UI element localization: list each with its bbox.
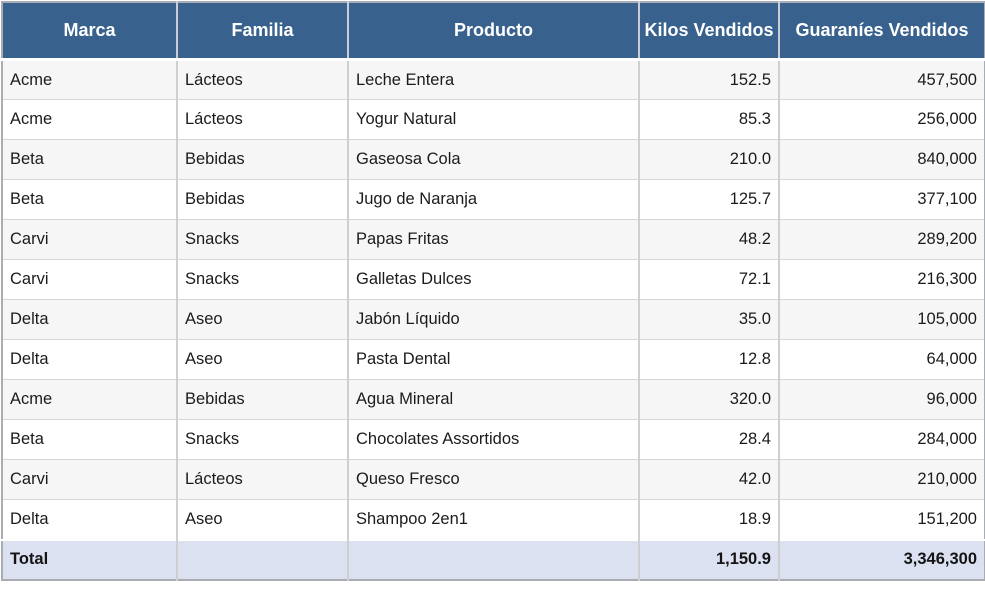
cell-empty — [348, 538, 640, 580]
cell-producto: Agua Mineral — [348, 379, 640, 420]
column-header-marca: Marca — [2, 2, 178, 61]
table-row: Beta Bebidas Gaseosa Cola 210.0 840,000 — [2, 139, 985, 180]
cell-marca: Acme — [2, 59, 178, 100]
cell-familia: Snacks — [177, 219, 349, 260]
cell-marca: Delta — [2, 339, 178, 380]
cell-kilos: 72.1 — [639, 259, 780, 300]
table-row: Carvi Snacks Papas Fritas 48.2 289,200 — [2, 219, 985, 260]
cell-kilos: 48.2 — [639, 219, 780, 260]
table-row: Carvi Lácteos Queso Fresco 42.0 210,000 — [2, 459, 985, 500]
cell-kilos: 28.4 — [639, 419, 780, 460]
column-header-guaranies-vendidos: Guaraníes Vendidos — [779, 2, 985, 61]
cell-producto: Chocolates Assortidos — [348, 419, 640, 460]
total-guaranies: 3,346,300 — [779, 538, 985, 580]
table-header: Marca Familia Producto Kilos Vendidos Gu… — [2, 2, 985, 61]
cell-familia: Aseo — [177, 339, 349, 380]
cell-producto: Queso Fresco — [348, 459, 640, 500]
cell-kilos: 12.8 — [639, 339, 780, 380]
table-row: Delta Aseo Jabón Líquido 35.0 105,000 — [2, 299, 985, 340]
total-row: Total 1,150.9 3,346,300 — [2, 538, 985, 580]
cell-marca: Acme — [2, 379, 178, 420]
cell-guaranies: 96,000 — [779, 379, 985, 420]
cell-marca: Carvi — [2, 219, 178, 260]
cell-producto: Shampoo 2en1 — [348, 499, 640, 540]
cell-guaranies: 284,000 — [779, 419, 985, 460]
cell-familia: Lácteos — [177, 59, 349, 100]
cell-kilos: 125.7 — [639, 179, 780, 220]
table-body: Acme Lácteos Leche Entera 152.5 457,500 … — [2, 59, 985, 540]
cell-marca: Beta — [2, 139, 178, 180]
cell-familia: Snacks — [177, 419, 349, 460]
cell-familia: Aseo — [177, 299, 349, 340]
cell-guaranies: 840,000 — [779, 139, 985, 180]
cell-familia: Bebidas — [177, 139, 349, 180]
cell-kilos: 320.0 — [639, 379, 780, 420]
cell-guaranies: 105,000 — [779, 299, 985, 340]
cell-kilos: 85.3 — [639, 99, 780, 140]
table-row: Acme Lácteos Leche Entera 152.5 457,500 — [2, 59, 985, 100]
total-label: Total — [2, 538, 178, 580]
table-row: Beta Snacks Chocolates Assortidos 28.4 2… — [2, 419, 985, 460]
cell-guaranies: 151,200 — [779, 499, 985, 540]
cell-empty — [177, 538, 349, 580]
table-footer: Total 1,150.9 3,346,300 — [2, 538, 985, 580]
cell-marca: Beta — [2, 419, 178, 460]
table-row: Delta Aseo Pasta Dental 12.8 64,000 — [2, 339, 985, 380]
cell-marca: Delta — [2, 499, 178, 540]
cell-familia: Bebidas — [177, 179, 349, 220]
cell-kilos: 35.0 — [639, 299, 780, 340]
cell-marca: Carvi — [2, 459, 178, 500]
cell-kilos: 18.9 — [639, 499, 780, 540]
cell-kilos: 42.0 — [639, 459, 780, 500]
cell-producto: Jabón Líquido — [348, 299, 640, 340]
cell-familia: Bebidas — [177, 379, 349, 420]
cell-guaranies: 210,000 — [779, 459, 985, 500]
table-row: Delta Aseo Shampoo 2en1 18.9 151,200 — [2, 499, 985, 540]
cell-producto: Galletas Dulces — [348, 259, 640, 300]
cell-familia: Lácteos — [177, 99, 349, 140]
cell-kilos: 210.0 — [639, 139, 780, 180]
cell-guaranies: 377,100 — [779, 179, 985, 220]
cell-marca: Carvi — [2, 259, 178, 300]
table-row: Acme Lácteos Yogur Natural 85.3 256,000 — [2, 99, 985, 140]
cell-producto: Leche Entera — [348, 59, 640, 100]
column-header-producto: Producto — [348, 2, 640, 61]
cell-marca: Beta — [2, 179, 178, 220]
cell-marca: Acme — [2, 99, 178, 140]
table-row: Carvi Snacks Galletas Dulces 72.1 216,30… — [2, 259, 985, 300]
cell-guaranies: 289,200 — [779, 219, 985, 260]
cell-marca: Delta — [2, 299, 178, 340]
cell-familia: Snacks — [177, 259, 349, 300]
cell-producto: Jugo de Naranja — [348, 179, 640, 220]
cell-familia: Lácteos — [177, 459, 349, 500]
cell-guaranies: 457,500 — [779, 59, 985, 100]
cell-guaranies: 256,000 — [779, 99, 985, 140]
cell-guaranies: 216,300 — [779, 259, 985, 300]
header-row: Marca Familia Producto Kilos Vendidos Gu… — [2, 2, 985, 61]
sales-table: Marca Familia Producto Kilos Vendidos Gu… — [1, 1, 985, 581]
cell-producto: Papas Fritas — [348, 219, 640, 260]
cell-producto: Pasta Dental — [348, 339, 640, 380]
total-kilos: 1,150.9 — [639, 538, 780, 580]
table-row: Beta Bebidas Jugo de Naranja 125.7 377,1… — [2, 179, 985, 220]
table-row: Acme Bebidas Agua Mineral 320.0 96,000 — [2, 379, 985, 420]
cell-producto: Gaseosa Cola — [348, 139, 640, 180]
cell-producto: Yogur Natural — [348, 99, 640, 140]
column-header-kilos-vendidos: Kilos Vendidos — [639, 2, 780, 61]
cell-kilos: 152.5 — [639, 59, 780, 100]
cell-guaranies: 64,000 — [779, 339, 985, 380]
column-header-familia: Familia — [177, 2, 349, 61]
cell-familia: Aseo — [177, 499, 349, 540]
